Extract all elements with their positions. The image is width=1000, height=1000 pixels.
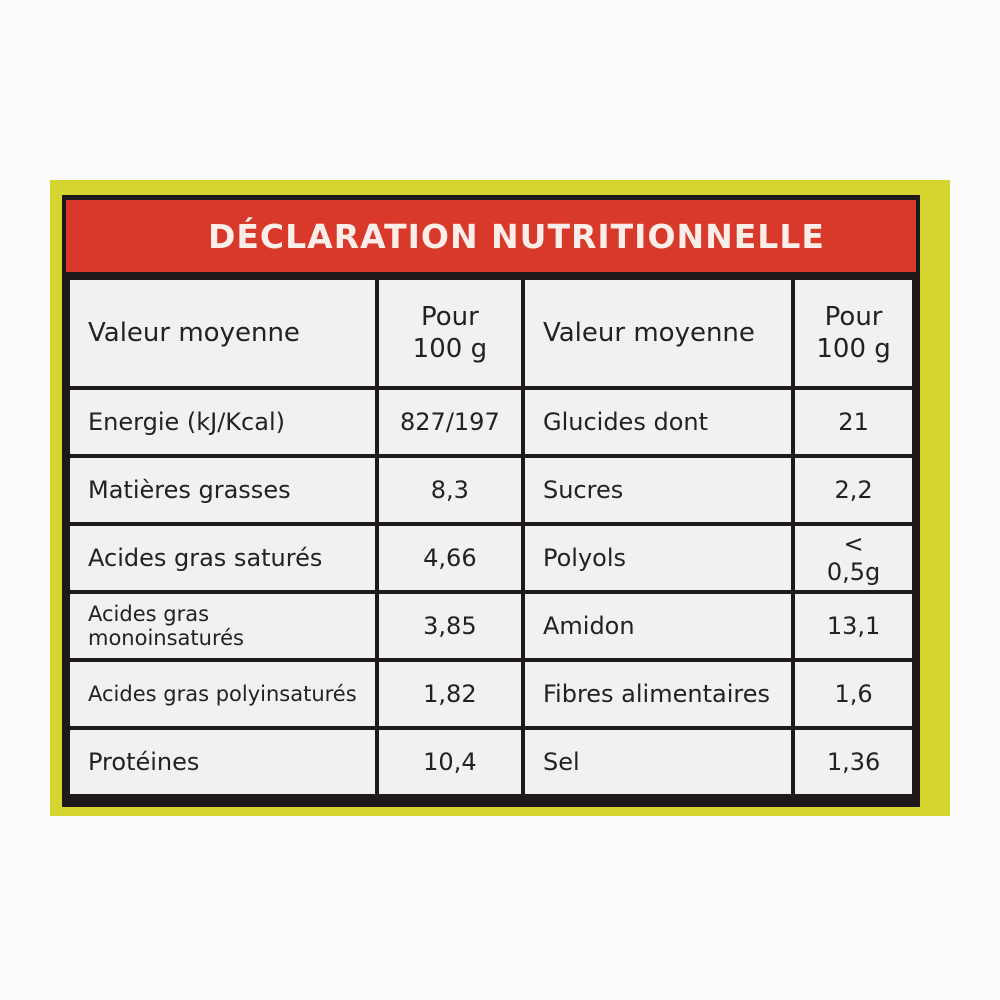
table-row: Acides gras saturés 4,66 Polyols < 0,5g (70, 526, 912, 590)
nutrient-label: Acides gras polyinsaturés (70, 662, 375, 726)
table-header-row: Valeur moyenne Pour 100 g Valeur moyenne … (70, 280, 912, 386)
nutrient-label: Amidon (524, 594, 792, 658)
nutrient-value: 1,6 (795, 662, 912, 726)
nutrient-value: 21 (795, 390, 912, 454)
header-per-left: Pour 100 g (378, 280, 521, 386)
nutrient-label: Polyols (524, 526, 792, 590)
header-label-left: Valeur moyenne (70, 280, 375, 386)
nutrient-label: Matières grasses (70, 458, 375, 522)
per-line2: 100 g (412, 334, 488, 364)
nutrient-label: Sucres (524, 458, 792, 522)
nutrient-label: Acides gras monoinsaturés (70, 594, 375, 658)
nutrient-label: Glucides dont (524, 390, 792, 454)
per-line1: Pour (824, 301, 883, 332)
nutrient-label: Protéines (70, 730, 375, 794)
label-title: DÉCLARATION NUTRITIONNELLE (66, 200, 916, 272)
nutrient-value: < 0,5g (795, 526, 912, 590)
table-row: Matières grasses 8,3 Sucres 2,2 (70, 458, 912, 522)
table-row: Protéines 10,4 Sel 1,36 (70, 730, 912, 794)
nutrient-label: Fibres alimentaires (524, 662, 792, 726)
nutrient-value: 10,4 (378, 730, 521, 794)
nutrient-value: 1,82 (378, 662, 521, 726)
header-label-right: Valeur moyenne (524, 280, 792, 386)
nutrient-value: 1,36 (795, 730, 912, 794)
table-row: Acides gras monoinsaturés 3,85 Amidon 13,1 (70, 594, 912, 658)
nutrient-value: 3,85 (378, 594, 521, 658)
nutrient-value: 2,2 (795, 458, 912, 522)
header-per-right: Pour 100 g (795, 280, 912, 386)
nutrient-value: 8,3 (378, 458, 521, 522)
nutrient-label: Acides gras saturés (70, 526, 375, 590)
nutrient-value: 827/197 (378, 390, 521, 454)
per-line1: Pour (420, 301, 479, 332)
table-row: Energie (kJ/Kcal) 827/197 Glucides dont 21 (70, 390, 912, 454)
nutrition-table: Valeur moyenne Pour 100 g Valeur moyenne … (66, 276, 916, 798)
nutrient-value: 13,1 (795, 594, 912, 658)
nutrient-label: Energie (kJ/Kcal) (70, 390, 375, 454)
per-line2: 100 g (816, 334, 891, 364)
table-row: Acides gras polyinsaturés 1,82 Fibres alim… (70, 662, 912, 726)
nutrient-value: 4,66 (378, 526, 521, 590)
nutrient-label: Sel (524, 730, 792, 794)
